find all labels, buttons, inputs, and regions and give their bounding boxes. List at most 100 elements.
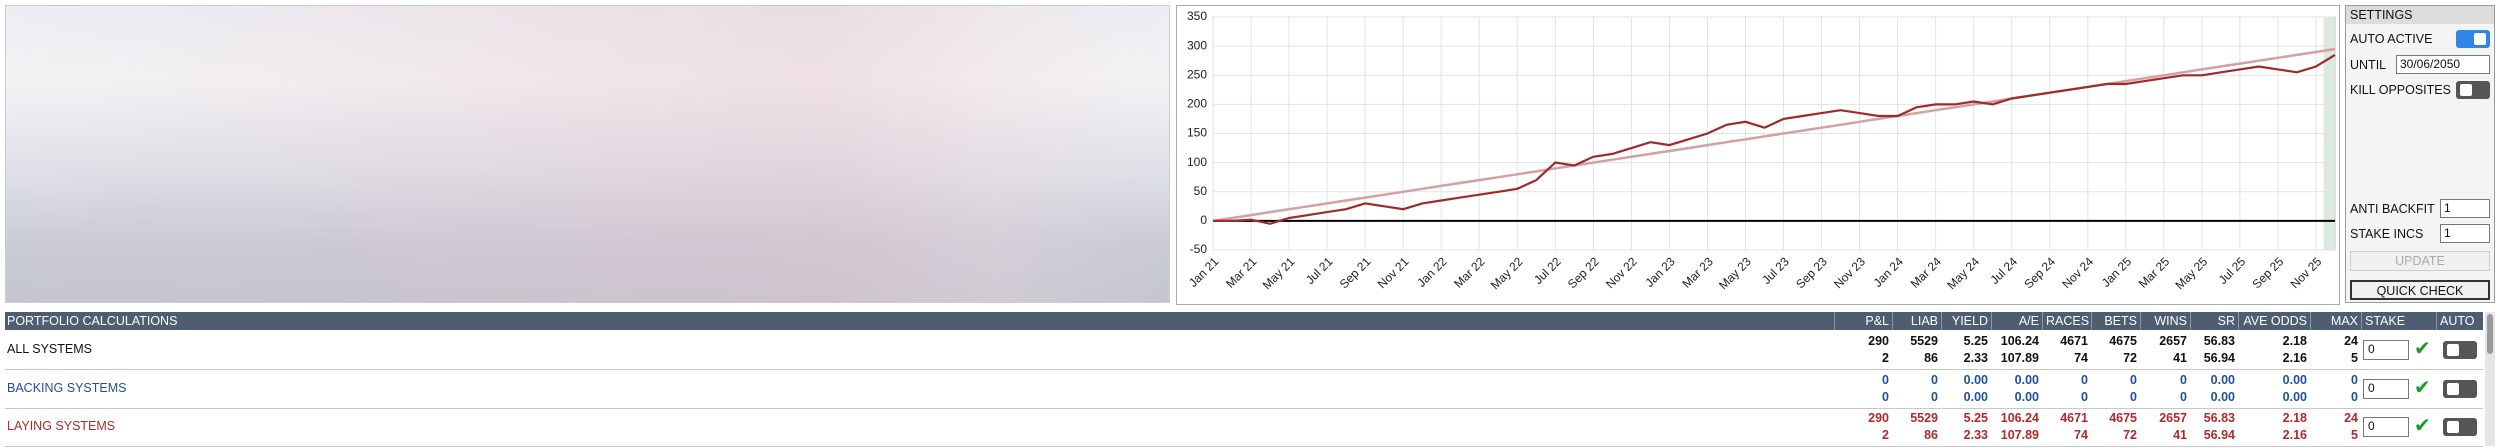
cell: 4675 [2109,334,2137,348]
x-tick-label: Sep 25 [2250,254,2287,291]
x-tick-label: Jul 22 [1531,254,1564,287]
cell: 0 [2081,389,2088,404]
cell: 2 [1882,351,1889,365]
cell: 290 [1868,411,1889,425]
x-tick-label: Sep 24 [2021,254,2058,291]
x-tick-label: Mar 23 [1679,254,1716,291]
cell: 0.00 [2014,372,2039,387]
toggle[interactable] [2443,418,2477,436]
setting-label: KILL OPPOSITES [2350,83,2451,97]
setting-label: ANTI BACKFIT [2350,202,2435,216]
cell: 2657 [2159,334,2187,348]
line-series [1213,53,2336,225]
column-header: AVE ODDS [2238,312,2310,330]
cell: 86 [1924,428,1938,442]
cell: 0 [2081,372,2088,387]
cell: 5 [2351,351,2358,365]
select[interactable]: 1 [2440,224,2490,243]
cell: 0.00 [2014,389,2039,404]
stake-input[interactable]: 0 [2363,417,2409,437]
table-title: PORTFOLIO CALCULATIONS [7,314,178,328]
check-icon: ✔ [2414,415,2431,437]
x-tick-label: Jan 24 [1871,254,1907,290]
cell: 2.16 [2282,351,2307,365]
update-button[interactable]: UPDATE [2350,251,2490,271]
toggle[interactable] [2443,341,2477,359]
row-label: LAYING SYSTEMS [7,419,116,433]
x-tick-label: May 25 [2173,254,2211,292]
cell: 0.00 [2282,389,2307,404]
toggle[interactable] [2456,30,2490,48]
cell: 72 [2123,428,2137,442]
setting-label: AUTO ACTIVE [2350,32,2433,46]
cell: 4671 [2060,411,2088,425]
line-series [1212,47,2336,223]
cell: 0.00 [2210,389,2235,404]
cell: 2657 [2159,411,2187,425]
cell: 5 [2351,428,2358,442]
cell: 5.25 [1963,334,1988,348]
x-tick-label: May 24 [1944,254,1982,292]
x-tick-label: Nov 21 [1375,254,1412,291]
cell: 2.18 [2282,334,2307,348]
cell: 2.16 [2282,428,2307,442]
column-header: A/E [1991,312,2042,330]
cell: 72 [2123,351,2137,365]
toggle[interactable] [2443,379,2477,398]
y-tick-label: 0 [1200,213,1207,227]
chart-panel: -50 0 50 100 150 200 250 300 350 Jan 21 Mar 21 May … [1176,5,2340,305]
cell: 41 [2173,351,2187,365]
text-input[interactable]: 1 [2440,199,2490,218]
quick-check-button[interactable]: QUICK CHECK [2350,280,2490,300]
cell: 2 [1882,428,1889,442]
cell: 0.00 [2282,372,2307,387]
cell: 107.89 [2000,428,2039,442]
cell: 86 [1924,351,1938,365]
cell: 0 [2130,372,2137,387]
cell: 56.83 [2203,411,2235,425]
date-input[interactable]: 30/06/2050 [2396,55,2490,74]
cell: 107.89 [2000,351,2039,365]
toggle[interactable] [2456,81,2490,99]
column-header: BETS [2091,312,2140,330]
cell: 106.24 [2000,334,2039,348]
cell: 0 [2180,372,2187,387]
x-tick-label: Nov 25 [2288,254,2325,291]
x-tick-label: Jan 23 [1642,254,1678,290]
settings-panel: SETTINGS AUTO ACTIVE UNTIL 30/06/2050 KI… [2345,5,2495,303]
cell: 24 [2344,411,2358,425]
column-header: SR [2190,312,2238,330]
x-tick-label: Nov 23 [1831,254,1868,291]
x-tick-label: Mar 21 [1223,254,1260,291]
cell: 0.00 [1963,372,1988,387]
column-header: P&L [1834,312,1892,330]
cell: 74 [2074,351,2088,365]
column-header: STAKE [2361,312,2436,330]
cell: 0.00 [1963,389,1988,404]
cell: 56.94 [2203,428,2235,442]
stake-input[interactable]: 0 [2363,378,2409,399]
cell: 41 [2173,428,2187,442]
table-row: LAYING SYSTEMS 290 5529 5.25 106.24 4671 4675 2… [5,408,2483,447]
cell: 290 [1868,334,1889,348]
cell: 56.83 [2203,334,2235,348]
stake-input[interactable]: 0 [2363,340,2409,360]
x-tick-label: Jul 25 [2216,254,2249,287]
y-tick-label: 350 [1187,9,1207,23]
x-tick-label: Mar 22 [1451,254,1488,291]
cell: 74 [2074,428,2088,442]
check-icon: ✔ [2414,338,2431,360]
x-tick-label: Jan 25 [2099,254,2135,290]
cell: 0 [1931,389,1938,404]
check-icon: ✔ [2414,376,2431,399]
cell: 4671 [2060,334,2088,348]
cell: 56.94 [2203,351,2235,365]
x-tick-label: Mar 25 [2136,254,2173,291]
scrollbar[interactable] [2485,312,2495,446]
table-header: PORTFOLIO CALCULATIONS P&L LIAB YIELD A/E RA… [5,312,2483,346]
column-header: WINS [2140,312,2190,330]
cell: 0 [2351,372,2358,387]
setting-label: STAKE INCS [2350,227,2424,241]
cell: 5529 [1910,334,1938,348]
